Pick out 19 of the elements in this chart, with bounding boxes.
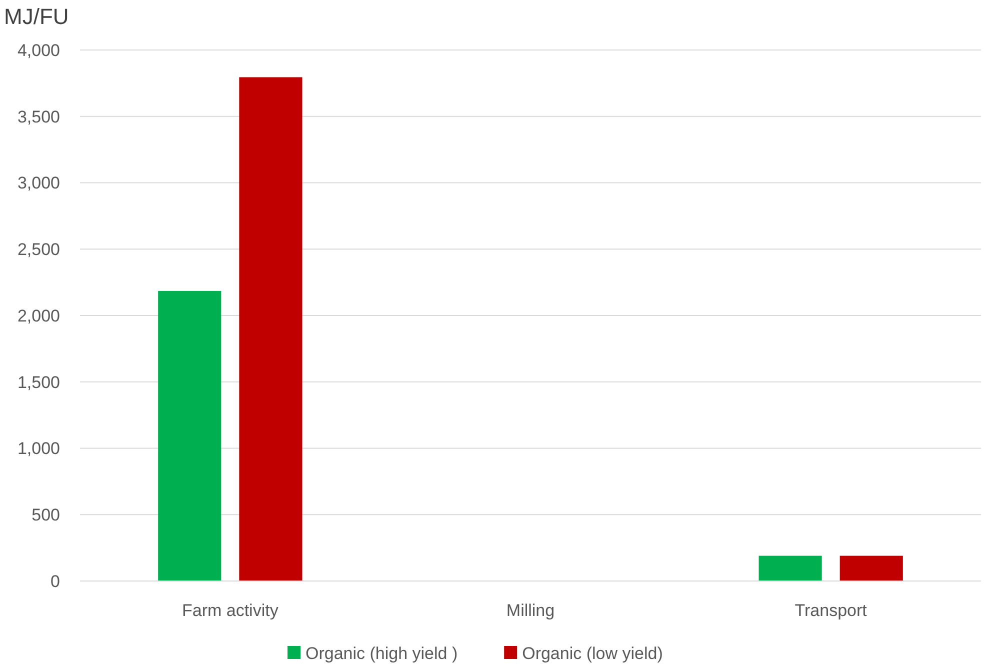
y-tick-label: 1,500 [17, 372, 60, 392]
bar [239, 77, 302, 581]
legend-label: Organic (high yield ) [306, 644, 458, 663]
bar [158, 290, 222, 581]
bar [840, 556, 903, 581]
y-tick-label: 1,000 [17, 439, 60, 458]
x-tick-label: Transport [794, 601, 868, 620]
y-tick-label: 3,000 [17, 174, 60, 193]
legend-label: Organic (low yield) [522, 644, 663, 663]
y-tick-label: 500 [32, 506, 60, 525]
x-tick-label: Milling [506, 601, 555, 620]
y-axis-title: MJ/FU [4, 4, 69, 29]
bar [758, 556, 822, 581]
y-tick-label: 3,500 [17, 107, 60, 126]
y-tick-label: 2,500 [17, 240, 60, 260]
y-tick-label: 4,000 [17, 40, 60, 60]
y-tick-label: 0 [50, 572, 60, 591]
y-tick-label: 2,000 [17, 306, 60, 326]
x-tick-label: Farm activity [182, 601, 279, 620]
